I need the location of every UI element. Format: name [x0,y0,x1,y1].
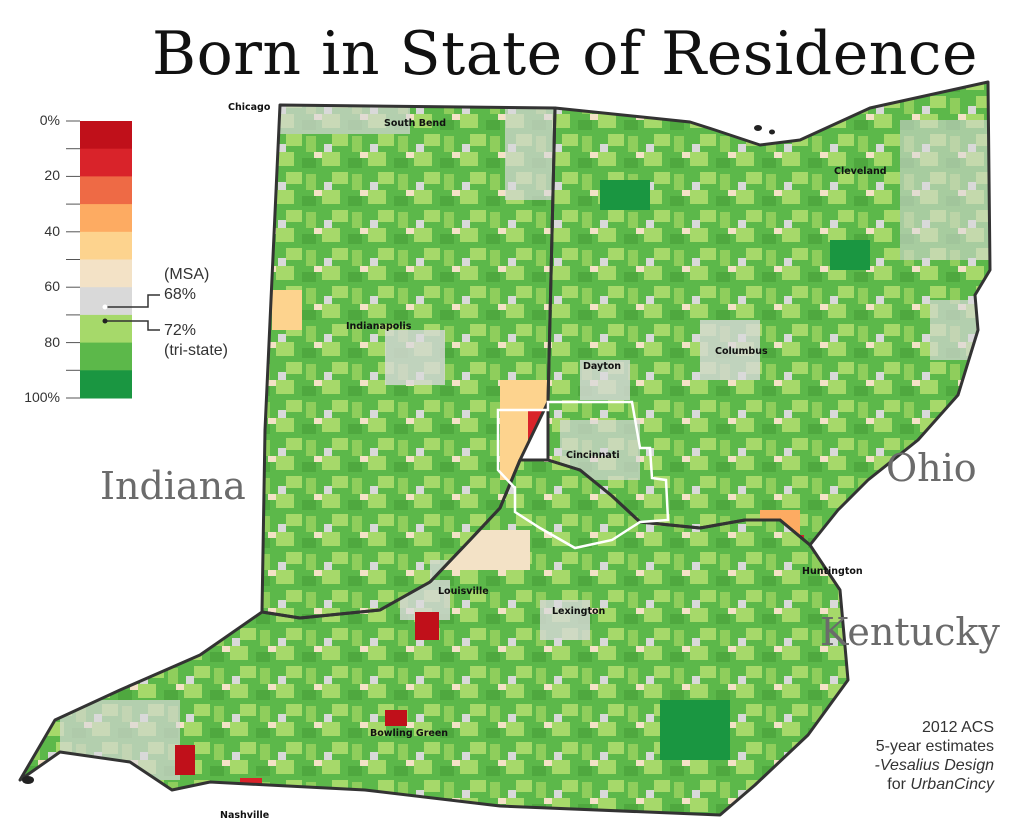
legend-color-bar [66,120,132,399]
city-label-cleveland: Cleveland [834,166,887,177]
state-label-kentucky: Kentucky [820,610,1000,654]
credit-designer: -Vesalius Design [874,757,994,774]
credit-publisher: for UrbanCincy [887,776,994,793]
city-label-south-bend: South Bend [384,118,446,129]
legend-bin-0 [80,121,132,150]
legend-bin-9 [80,370,132,399]
state-label-indiana: Indiana [100,464,246,508]
legend-tick-20: 20 [44,167,60,183]
legend-tick-60: 60 [44,278,60,294]
state-borders [18,80,992,817]
map-title: Born in State of Residence [152,19,978,89]
legend-tristate-label: (tri-state) [164,342,228,359]
city-label-lexington: Lexington [552,606,606,617]
city-label-dayton: Dayton [583,361,622,372]
city-label-nashville: Nashville [220,810,270,821]
city-label-indianapolis: Indianapolis [346,321,412,332]
legend-bin-8 [80,342,132,371]
tristate-marker [102,318,108,324]
legend-tick-100: 100% [24,389,60,405]
legend-bin-1 [80,148,132,177]
legend-bin-3 [80,204,132,233]
city-label-chicago: Chicago [228,102,271,113]
legend-msa-label: (MSA) [164,266,210,283]
legend-tristate-value: 72% [164,322,197,339]
legend-tick-80: 80 [44,334,60,350]
legend-bin-5 [80,259,132,288]
city-label-louisville: Louisville [438,586,489,597]
lake-erie-islands [22,125,775,784]
city-label-cincinnati: Cincinnati [566,450,620,461]
map-credits: 2012 ACS 5-year estimates -Vesalius Desi… [875,718,994,794]
cincinnati-msa-outline [496,400,670,550]
msa-marker [102,304,108,310]
state-label-ohio: Ohio [886,446,977,490]
legend-bin-4 [80,231,132,260]
legend-bin-2 [80,176,132,205]
legend-msa-value: 68% [164,286,197,303]
legend-tick-40: 40 [44,223,60,239]
city-label-columbus: Columbus [715,346,768,357]
legend-tick-0: 0% [39,112,60,128]
city-label-huntington: Huntington [802,566,863,577]
legend-markers [105,294,160,331]
credit-source: 2012 ACS [921,719,994,736]
legend-bin-6 [80,287,132,316]
city-label-bowling-green: Bowling Green [370,728,449,739]
credit-estimates: 5-year estimates [875,738,994,755]
